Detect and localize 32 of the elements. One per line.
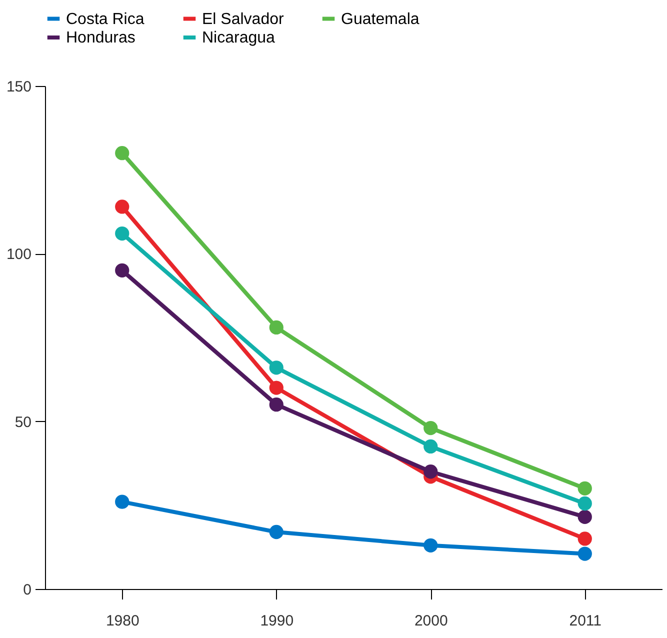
point — [578, 532, 592, 546]
y-tick-label: 50 — [14, 414, 32, 431]
point — [424, 420, 438, 436]
point — [424, 439, 438, 454]
point — [269, 398, 284, 412]
point — [269, 524, 284, 540]
point — [115, 146, 130, 160]
legend-label: Costa Rica — [66, 10, 144, 28]
point — [578, 481, 592, 496]
y-tick-label: 100 — [6, 246, 32, 264]
point — [578, 546, 592, 561]
point — [424, 538, 438, 552]
legend-label: Nicaragua — [202, 30, 276, 46]
x-tick-label: 1990 — [260, 612, 294, 630]
point — [578, 496, 592, 511]
point — [578, 510, 592, 524]
point — [115, 494, 130, 509]
point — [269, 380, 284, 395]
point — [269, 360, 284, 375]
x-tick-label: 2011 — [569, 612, 602, 630]
point — [424, 464, 438, 479]
y-tick-label: 150 — [6, 78, 32, 96]
x-tick-label: 2000 — [414, 612, 448, 630]
point — [115, 226, 130, 241]
legend-label: El Salvador — [202, 10, 284, 28]
legend-label: Honduras — [66, 30, 136, 46]
x-tick-label: 1980 — [106, 612, 140, 630]
point — [115, 200, 130, 214]
point — [269, 320, 284, 334]
y-tick-label: 0 — [23, 582, 32, 598]
point — [115, 263, 130, 278]
legend-label: Guatemala — [341, 10, 420, 28]
